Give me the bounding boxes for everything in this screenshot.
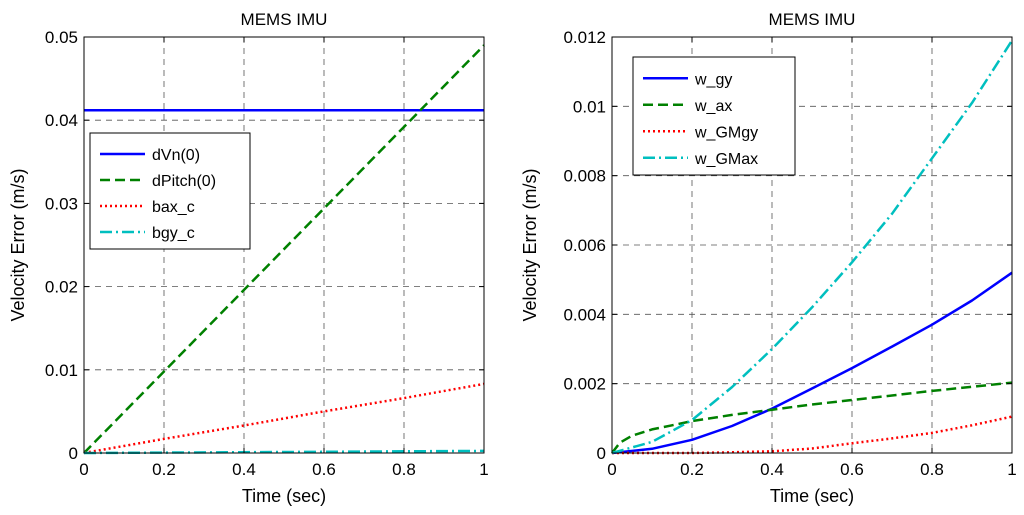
legend-label: w_ax [694, 98, 732, 115]
series-line-w-ax [611, 381, 1013, 454]
x-tick-label: 1 [1007, 460, 1016, 479]
x-tick-label: 0.4 [232, 460, 256, 479]
y-tick-label: 0.04 [45, 111, 78, 130]
y-tick-label: 0.004 [563, 305, 606, 324]
legend-box [632, 56, 796, 176]
legend: dVn(0) dPitch(0) bax_c bgy_c [89, 132, 251, 250]
y-tick-label: 0 [597, 444, 606, 463]
legend-label: w_GMgy [694, 124, 758, 141]
right-chart: 0 0.2 0.4 0.6 0.8 1 0 0.002 0.004 0.006 0.008 0.01 0… [520, 10, 1017, 506]
legend-box [89, 132, 251, 250]
x-tick-label: 0.2 [680, 460, 704, 479]
left-chart: 0 0.2 0.4 0.6 0.8 1 0 0.01 0.02 0.03 0.04 0.05 MEMS … [8, 10, 489, 506]
x-tick-label: 1 [479, 460, 488, 479]
legend-label: w_gy [694, 71, 732, 88]
legend-label: bax_c [152, 199, 195, 216]
legend-label: dVn(0) [152, 147, 200, 164]
chart-title: MEMS IMU [769, 10, 856, 29]
x-tick-label: 0.8 [392, 460, 416, 479]
y-tick-label: 0 [69, 444, 78, 463]
series-line-w-gy [611, 271, 1013, 455]
y-tick-label: 0.006 [563, 236, 606, 255]
legend-label: dPitch(0) [152, 173, 216, 190]
x-tick-label: 0.6 [312, 460, 336, 479]
y-tick-label: 0.05 [45, 28, 78, 47]
y-tick-label: 0.01 [573, 97, 606, 116]
legend-label: bgy_c [152, 225, 195, 242]
series-line-w-gmax [611, 39, 1014, 455]
x-axis-label: Time (sec) [242, 486, 326, 506]
x-tick-label: 0.6 [840, 460, 864, 479]
x-tick-label: 0 [607, 460, 616, 479]
x-tick-label: 0.8 [920, 460, 944, 479]
y-tick-label: 0.012 [563, 28, 606, 47]
legend: w_gy w_ax w_GMgy w_GMax [632, 56, 796, 176]
y-axis-label: Velocity Error (m/s) [520, 168, 540, 321]
y-tick-label: 0.01 [45, 361, 78, 380]
x-tick-label: 0.2 [152, 460, 176, 479]
x-axis-label: Time (sec) [770, 486, 854, 506]
y-tick-label: 0.002 [563, 375, 606, 394]
series-line-dpitch-0- [83, 44, 485, 454]
y-tick-label: 0.008 [563, 167, 606, 186]
axes-frame [83, 36, 485, 454]
y-tick-label: 0.03 [45, 194, 78, 213]
x-tick-label: 0 [79, 460, 88, 479]
x-tick-label: 0.4 [760, 460, 784, 479]
chart-title: MEMS IMU [241, 10, 328, 29]
y-tick-label: 0.02 [45, 278, 78, 297]
legend-label: w_GMax [694, 151, 758, 168]
y-axis-label: Velocity Error (m/s) [8, 168, 28, 321]
